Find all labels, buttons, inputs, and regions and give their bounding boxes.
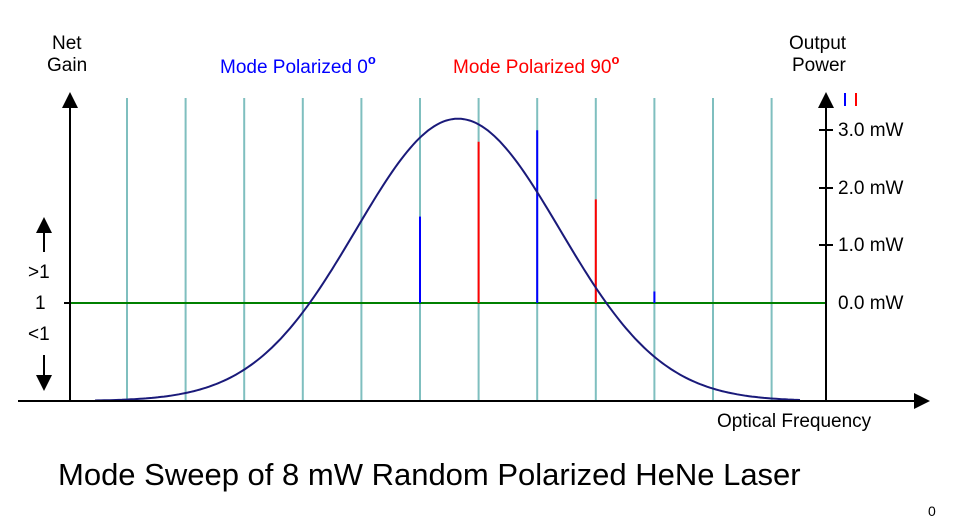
oscillating-mode-lines (419, 130, 656, 303)
optical-frequency-label: Optical Frequency (717, 411, 872, 432)
corner-mark: 0 (928, 503, 936, 519)
gain-greater-label: >1 (28, 262, 50, 283)
cavity-mode-lines (126, 98, 773, 401)
gain-one-label: 1 (35, 293, 46, 314)
output-power-label-2: Power (792, 55, 846, 76)
power-tick-label-2mw: 2.0 mW (838, 178, 904, 199)
gain-less-label: <1 (28, 324, 50, 345)
net-gain-label-2: Gain (47, 55, 88, 76)
power-tick-label-1mw: 1.0 mW (838, 235, 904, 256)
mode-90-legend: Mode Polarized 90o (453, 52, 620, 78)
power-tick-label-0mw: 0.0 mW (838, 293, 904, 314)
power-tick-label-3mw: 3.0 mW (838, 120, 904, 141)
diagram-title: Mode Sweep of 8 mW Random Polarized HeNe… (58, 457, 801, 492)
output-power-label-1: Output (789, 33, 847, 54)
gain-curve (94, 117, 801, 402)
net-gain-label-1: Net (52, 33, 82, 54)
mode-0-legend: Mode Polarized 0o (220, 52, 376, 78)
